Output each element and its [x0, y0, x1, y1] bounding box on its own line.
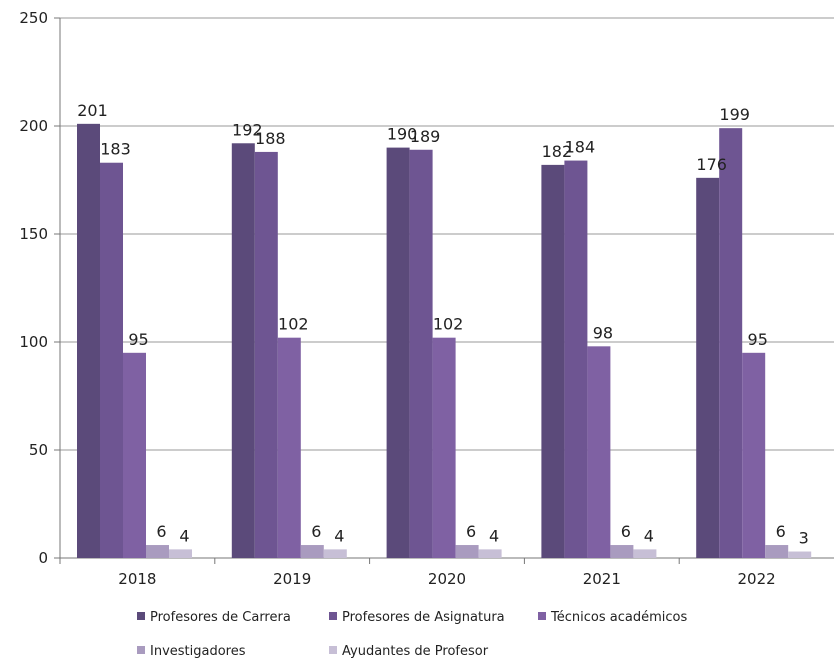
bar-2022-series-0 — [696, 177, 720, 558]
data-label-2021-series-2: 98 — [593, 323, 613, 342]
legend-swatch-1 — [329, 612, 337, 620]
y-tick-label-0: 0 — [38, 549, 48, 567]
bar-2020-series-0 — [386, 147, 410, 558]
bar-2018-series-3 — [146, 545, 169, 558]
x-tick-label-2021: 2021 — [583, 570, 621, 588]
data-label-2020-series-0: 190 — [387, 125, 418, 144]
bar-2022-series-3 — [765, 545, 789, 558]
bar-2021-series-1 — [564, 160, 588, 558]
bar-2018-series-1 — [100, 162, 123, 558]
data-label-2019-series-2: 102 — [278, 315, 309, 334]
data-label-2019-series-1: 188 — [255, 129, 286, 148]
bar-2018-series-4 — [169, 549, 192, 558]
legend-label-4: Ayudantes de Profesor — [342, 644, 489, 659]
bar-2018-series-0 — [77, 123, 100, 558]
bar-2018-series-2 — [123, 352, 146, 558]
data-label-2022-series-2: 95 — [748, 330, 768, 349]
legend-swatch-3 — [137, 646, 145, 654]
legend: Profesores de Carrera Profesores de Asign… — [137, 610, 687, 659]
y-tick-label-100: 100 — [19, 333, 48, 351]
data-label-2018-series-2: 95 — [128, 330, 148, 349]
bar-2021-series-0 — [541, 164, 565, 558]
legend-swatch-0 — [137, 612, 145, 620]
x-tick-label-2022: 2022 — [738, 570, 776, 588]
bar-2021-series-2 — [587, 346, 611, 558]
bar-2020-series-2 — [432, 337, 456, 558]
legend-label-2: Técnicos académicos — [550, 610, 687, 625]
y-tick-label-50: 50 — [29, 441, 48, 459]
bar-2019-series-4 — [323, 549, 347, 558]
data-label-2019-series-3: 6 — [311, 522, 321, 541]
data-label-2022-series-1: 199 — [719, 105, 750, 124]
bar-2022-series-4 — [788, 551, 812, 558]
x-tick-label-2020: 2020 — [428, 570, 466, 588]
bar-2019-series-0 — [231, 143, 255, 558]
data-label-2021-series-4: 4 — [644, 526, 654, 545]
data-label-2021-series-0: 182 — [542, 142, 573, 161]
bar-2019-series-2 — [277, 337, 301, 558]
data-label-2022-series-4: 3 — [799, 529, 809, 548]
bar-2019-series-1 — [254, 151, 278, 559]
bar-2019-series-3 — [300, 545, 324, 558]
y-tick-label-200: 200 — [19, 117, 48, 135]
data-label-2021-series-1: 184 — [565, 138, 596, 157]
legend-swatch-4 — [329, 646, 337, 654]
data-label-2018-series-1: 183 — [100, 140, 131, 159]
data-label-2018-series-3: 6 — [156, 522, 166, 541]
bar-2022-series-2 — [742, 352, 766, 558]
x-tick-label-2018: 2018 — [118, 570, 156, 588]
x-tick-label-2019: 2019 — [273, 570, 311, 588]
data-label-2022-series-3: 6 — [776, 522, 786, 541]
data-label-2020-series-3: 6 — [466, 522, 476, 541]
bars — [77, 123, 812, 559]
legend-label-3: Investigadores — [150, 644, 246, 659]
data-label-2022-series-0: 176 — [696, 155, 727, 174]
data-label-2019-series-0: 192 — [232, 120, 263, 139]
bar-2022-series-1 — [719, 128, 743, 558]
bar-2020-series-4 — [478, 549, 502, 558]
data-label-2019-series-4: 4 — [334, 526, 344, 545]
data-label-2020-series-2: 102 — [433, 315, 464, 334]
legend-swatch-2 — [538, 612, 546, 620]
bar-2020-series-1 — [409, 149, 433, 558]
legend-label-0: Profesores de Carrera — [150, 610, 291, 625]
data-label-2021-series-3: 6 — [621, 522, 631, 541]
y-tick-label-150: 150 — [19, 225, 48, 243]
legend-label-1: Profesores de Asignatura — [342, 610, 505, 625]
data-label-2020-series-1: 189 — [410, 127, 441, 146]
data-label-2018-series-4: 4 — [179, 526, 189, 545]
y-tick-label-250: 250 — [19, 9, 48, 27]
data-label-2018-series-0: 201 — [77, 101, 108, 120]
bar-2021-series-4 — [633, 549, 657, 558]
bar-2021-series-3 — [610, 545, 634, 558]
bar-2020-series-3 — [455, 545, 479, 558]
data-label-2020-series-4: 4 — [489, 526, 499, 545]
